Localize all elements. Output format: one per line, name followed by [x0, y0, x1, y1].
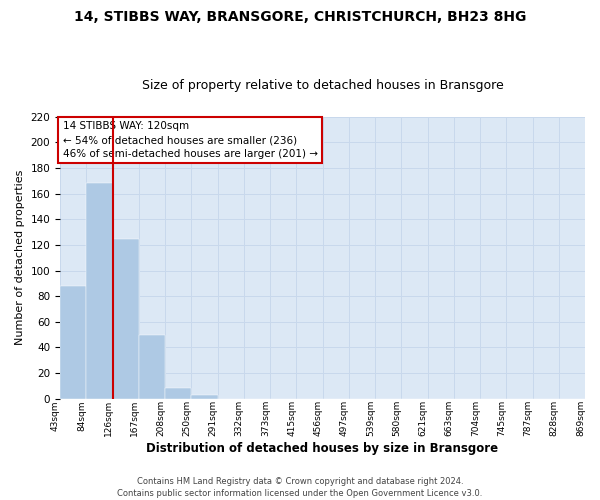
Y-axis label: Number of detached properties: Number of detached properties	[15, 170, 25, 346]
Bar	[113, 238, 139, 398]
Text: Contains HM Land Registry data © Crown copyright and database right 2024.
Contai: Contains HM Land Registry data © Crown c…	[118, 476, 482, 498]
Text: 14 STIBBS WAY: 120sqm
← 54% of detached houses are smaller (236)
46% of semi-det: 14 STIBBS WAY: 120sqm ← 54% of detached …	[62, 121, 317, 159]
Text: 14, STIBBS WAY, BRANSGORE, CHRISTCHURCH, BH23 8HG: 14, STIBBS WAY, BRANSGORE, CHRISTCHURCH,…	[74, 10, 526, 24]
Title: Size of property relative to detached houses in Bransgore: Size of property relative to detached ho…	[142, 79, 503, 92]
Bar	[60, 286, 86, 399]
Bar	[191, 395, 218, 398]
Bar	[139, 334, 165, 398]
Bar	[165, 388, 191, 398]
X-axis label: Distribution of detached houses by size in Bransgore: Distribution of detached houses by size …	[146, 442, 499, 455]
Bar	[86, 184, 113, 398]
